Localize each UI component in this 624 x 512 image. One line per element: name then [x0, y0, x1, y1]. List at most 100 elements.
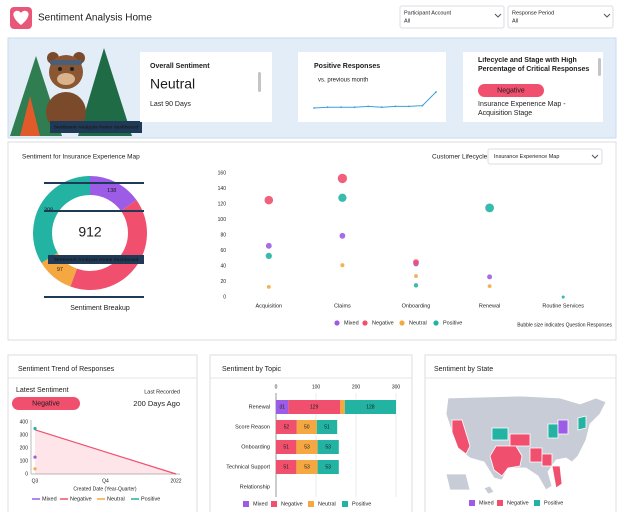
- spark-point: [313, 107, 315, 109]
- bar-label: 50: [304, 424, 310, 430]
- filter-dropdown[interactable]: Response Period All: [507, 5, 614, 29]
- legend-label: Positive: [443, 320, 462, 326]
- bar-segment: [344, 400, 396, 414]
- legend-swatch: [469, 500, 475, 506]
- donut-caption: Sentiment Breakup: [70, 305, 130, 312]
- y-tick-label: 160: [218, 170, 227, 176]
- card-title: Positive Responses: [314, 63, 380, 70]
- legend-swatch: [243, 501, 249, 507]
- scrollbar: [258, 72, 261, 92]
- bubble: [487, 284, 492, 289]
- chevron: [603, 13, 611, 18]
- card-detail: Insurance Experience Map - Acquisition S…: [478, 101, 566, 117]
- y-tick-label: Technical Support: [226, 464, 270, 470]
- legend-label: Negative: [372, 320, 394, 326]
- legend-label: Mixed: [42, 496, 57, 502]
- legend-swatch: [534, 500, 540, 506]
- donut-segment: [70, 199, 147, 290]
- y-tick-label: 100: [20, 458, 29, 464]
- card: [298, 52, 446, 122]
- caption-box: [50, 121, 142, 133]
- y-tick-label: Score Reason: [235, 424, 270, 430]
- y-tick-label: 0: [25, 471, 28, 477]
- segment-label: 97: [57, 267, 63, 273]
- bubble: [487, 274, 493, 280]
- bubble: [264, 195, 274, 205]
- state: [541, 453, 553, 467]
- spark-point: [367, 105, 370, 108]
- dropdown-box[interactable]: [487, 148, 603, 165]
- filter-value: All: [404, 18, 410, 24]
- bar-segment: [276, 400, 289, 414]
- dropdown-box[interactable]: [507, 5, 614, 29]
- bubble: [265, 242, 272, 249]
- y-tick-label: 300: [20, 432, 29, 438]
- recorded-label: Last Recorded: [144, 389, 180, 395]
- legend-label: Positive: [544, 500, 563, 506]
- filter-value: Insurance Experience Map: [494, 154, 559, 160]
- y-tick-label: 80: [220, 232, 226, 238]
- bar-segment: [288, 400, 340, 414]
- dropdown-box[interactable]: [399, 5, 505, 29]
- x-tick-label: 2022: [170, 478, 181, 484]
- legend-swatch: [308, 501, 314, 507]
- legend-label: Positive: [352, 501, 371, 507]
- line-point: [33, 455, 37, 459]
- filter-label: Response Period: [512, 10, 554, 16]
- state: [577, 415, 587, 431]
- segment-label: 138: [107, 188, 116, 194]
- state: [491, 427, 509, 441]
- bubble: [413, 259, 419, 266]
- filter-label: Customer Lifecycle: [432, 154, 488, 161]
- donut-segment: [32, 176, 90, 263]
- y-tick-label: 40: [220, 263, 226, 269]
- panel-title: Sentiment by State: [434, 366, 493, 373]
- legend-label: Negative: [507, 500, 529, 506]
- heart-icon: [13, 10, 29, 25]
- bar-label: 129: [310, 404, 319, 410]
- card-title-box: Lifecycle and Stage with High Percentage…: [478, 57, 590, 73]
- bubble: [339, 232, 346, 239]
- legend-label: Neutral: [318, 501, 336, 507]
- donut-segment: [90, 176, 137, 211]
- x-axis-title: Created Date (Year-Quarter): [73, 486, 137, 492]
- card: [140, 52, 272, 122]
- bar-label: 31: [279, 404, 285, 410]
- legend-label: Negative: [281, 501, 303, 507]
- chevron: [591, 154, 599, 159]
- bar-segment: [296, 440, 318, 454]
- card-value: Neutral: [150, 76, 195, 92]
- filter-dropdown[interactable]: Participant Account All: [399, 5, 505, 29]
- state: [509, 433, 531, 447]
- bubble: [266, 285, 271, 289]
- tooltip-box: [48, 255, 144, 264]
- card-title: Lifecycle and Stage with High Percentage…: [478, 57, 590, 73]
- legend-label: Positive: [141, 496, 160, 502]
- y-tick-label: 60: [220, 248, 226, 254]
- x-tick-label: 100: [312, 384, 321, 390]
- bubble: [413, 283, 419, 288]
- y-tick-label: Relationship: [240, 484, 270, 490]
- panel-title: Sentiment by Topic: [222, 366, 282, 373]
- overlay-bar: [44, 210, 144, 212]
- filter-label: Participant Account: [404, 10, 452, 16]
- x-tick-label: 0: [275, 384, 278, 390]
- alaska: [445, 473, 471, 491]
- filter-dropdown[interactable]: Insurance Experience Map: [487, 148, 603, 165]
- x-tick-label: 200: [352, 384, 361, 390]
- bar-label: 51: [324, 424, 330, 430]
- legend-label: Neutral: [107, 496, 125, 502]
- x-tick-label: Routine Services: [542, 303, 584, 309]
- panel: [7, 141, 617, 341]
- bubble: [337, 173, 348, 184]
- sparkline: [313, 91, 437, 109]
- panel: [7, 354, 198, 512]
- y-tick-label: 400: [20, 419, 29, 425]
- donut-total: 912: [78, 224, 102, 240]
- legend-swatch: [362, 320, 368, 326]
- legend-swatch: [334, 320, 340, 326]
- spark-point: [435, 91, 437, 93]
- spark-point: [380, 106, 383, 109]
- bubble: [338, 193, 347, 202]
